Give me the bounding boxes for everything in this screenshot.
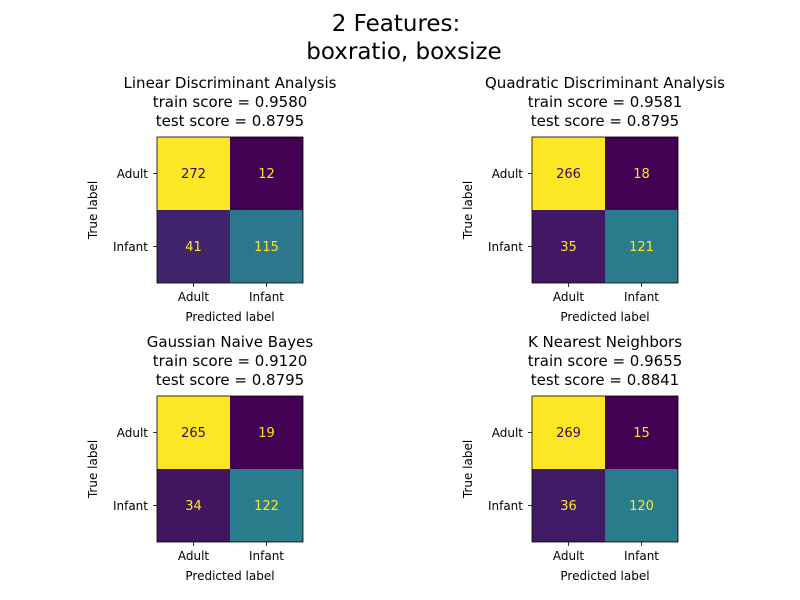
y-axis-title: True label	[86, 181, 100, 240]
y-tick-label: Adult	[492, 426, 524, 440]
panel-title-line-1: Linear Discriminant Analysis	[124, 74, 337, 92]
cell-value-label: 36	[560, 499, 577, 514]
matrix-cell-adult-infant	[605, 396, 678, 469]
matrix-cell-infant-adult	[532, 469, 605, 542]
panel-title-line-1: Gaussian Naive Bayes	[147, 333, 314, 351]
cell-value-label: 266	[556, 167, 581, 182]
matrix-cell-adult-infant	[230, 137, 303, 210]
cell-value-label: 115	[254, 240, 279, 255]
matrix-cell-adult-adult	[157, 137, 230, 210]
cell-value-label: 41	[185, 240, 202, 255]
x-tick-label: Adult	[553, 290, 585, 304]
y-tick-label: Infant	[113, 240, 148, 254]
panel-title-line-2: train score = 0.9581	[528, 93, 683, 111]
matrix-cell-infant-infant	[605, 469, 678, 542]
matrix-cell-infant-infant	[230, 469, 303, 542]
x-axis-title: Predicted label	[185, 310, 274, 324]
matrix-frame	[531, 395, 679, 543]
cell-value-label: 122	[254, 499, 279, 514]
cell-value-label: 265	[181, 426, 206, 441]
matrix-frame	[531, 136, 679, 284]
panel-title-line-1: Quadratic Discriminant Analysis	[485, 74, 725, 92]
matrix-cell-adult-infant	[230, 396, 303, 469]
y-tick-label: Adult	[492, 167, 524, 181]
cell-value-label: 12	[258, 167, 275, 182]
cell-value-label: 120	[629, 499, 654, 514]
y-tick-label: Adult	[117, 426, 149, 440]
x-tick-label: Adult	[178, 549, 210, 563]
y-tick-label: Infant	[113, 499, 148, 513]
cell-value-label: 19	[258, 426, 275, 441]
cell-value-label: 15	[633, 426, 650, 441]
panel-title-line-2: train score = 0.9655	[528, 352, 683, 370]
figure-title-line-2: boxratio, boxsize	[306, 39, 501, 65]
y-tick-label: Adult	[117, 167, 149, 181]
y-axis-title: True label	[461, 181, 475, 240]
x-tick-label: Infant	[249, 290, 284, 304]
x-axis-title: Predicted label	[185, 569, 274, 583]
x-tick-label: Infant	[624, 549, 659, 563]
cell-value-label: 35	[560, 240, 577, 255]
x-tick-label: Infant	[624, 290, 659, 304]
cell-value-label: 121	[629, 240, 654, 255]
panel-title-line-1: K Nearest Neighbors	[528, 333, 682, 351]
matrix-cell-infant-adult	[157, 469, 230, 542]
y-axis-title: True label	[461, 440, 475, 499]
cell-value-label: 18	[633, 167, 650, 182]
panel-title-line-2: train score = 0.9580	[153, 93, 308, 111]
panel-title-line-3: test score = 0.8795	[156, 112, 304, 130]
matrix-cell-infant-infant	[605, 210, 678, 283]
matrix-cell-adult-adult	[157, 396, 230, 469]
x-axis-title: Predicted label	[560, 569, 649, 583]
panel-title-line-2: train score = 0.9120	[153, 352, 308, 370]
matrix-cell-infant-adult	[157, 210, 230, 283]
y-tick-label: Infant	[488, 240, 523, 254]
panel-title-line-3: test score = 0.8795	[156, 371, 304, 389]
matrix-cell-adult-infant	[605, 137, 678, 210]
x-tick-label: Infant	[249, 549, 284, 563]
matrix-frame	[156, 136, 304, 284]
cell-value-label: 272	[181, 167, 206, 182]
y-tick-label: Infant	[488, 499, 523, 513]
x-tick-label: Adult	[553, 549, 585, 563]
panel-title-line-3: test score = 0.8795	[531, 112, 679, 130]
matrix-cell-infant-adult	[532, 210, 605, 283]
x-axis-title: Predicted label	[560, 310, 649, 324]
figure-title-line-1: 2 Features:	[332, 11, 461, 37]
y-axis-title: True label	[86, 440, 100, 499]
cell-value-label: 34	[185, 499, 202, 514]
x-tick-label: Adult	[178, 290, 210, 304]
panel-title-line-3: test score = 0.8841	[531, 371, 679, 389]
matrix-cell-adult-adult	[532, 137, 605, 210]
cell-value-label: 269	[556, 426, 581, 441]
matrix-frame	[156, 395, 304, 543]
matrix-cell-infant-infant	[230, 210, 303, 283]
matrix-cell-adult-adult	[532, 396, 605, 469]
